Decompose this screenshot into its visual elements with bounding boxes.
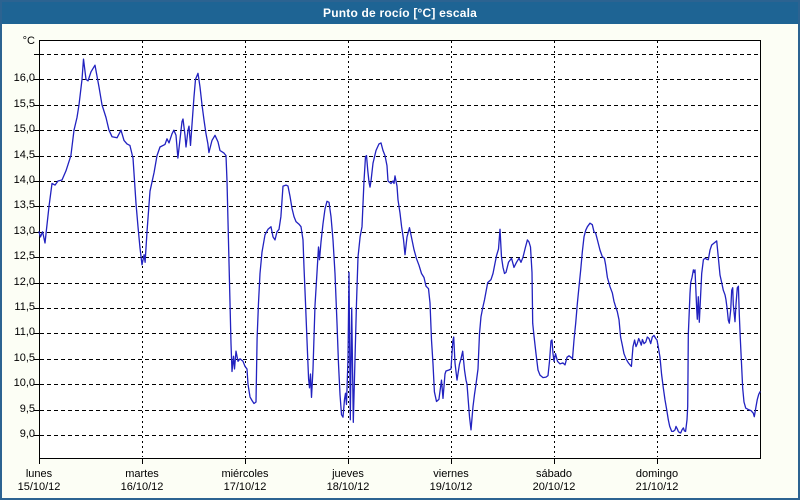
x-day-label: miércoles 17/10/12 [200,468,290,494]
day-name: lunes [25,468,53,480]
window-title-bar: Punto de rocío [°C] escala [2,2,798,24]
day-name: sábado [535,468,573,480]
dew-point-line [38,58,761,434]
x-day-label: viernes 19/10/12 [406,468,496,494]
y-tick-label: 10,0 [13,377,35,390]
day-name: viernes [433,468,469,480]
y-tick-label: 12,5 [13,250,35,263]
day-date: 19/10/12 [429,481,473,493]
y-tick-label: 11,5 [14,301,35,313]
y-tick-label: 14,5 [13,148,35,161]
y-tick-label: 15,0 [13,123,35,136]
plot-area [34,40,761,464]
day-date: 16/10/12 [120,481,164,493]
day-name: miércoles [221,468,269,480]
x-day-label: domingo 21/10/12 [612,468,702,494]
page-title: Punto de rocío [°C] escala [322,6,478,20]
x-day-label: lunes 15/10/12 [2,468,84,494]
y-tick-label: 13,5 [13,199,35,212]
y-tick-label: 12,0 [13,275,35,288]
day-date: 21/10/12 [635,481,679,493]
day-name: martes [125,468,159,480]
plot-border [39,40,761,459]
x-day-label: jueves 18/10/12 [303,468,393,494]
y-tick-label: 13,0 [13,224,35,237]
day-date: 17/10/12 [223,481,267,493]
y-tick-label: 10,5 [13,351,35,364]
y-tick-label: 9,0 [19,428,35,440]
x-day-label: martes 16/10/12 [97,468,187,494]
day-date: 18/10/12 [326,481,370,493]
y-tick-label: 9,5 [19,402,35,415]
y-tick-label: 14,0 [13,174,35,186]
chart-container: °C 16,0 15,5 15,0 14,5 14,0 13,5 13,0 12,5 12,0 1… [2,24,798,498]
y-tick-label: 16,0 [13,72,35,85]
y-axis-unit-label: °C [22,35,35,47]
day-name: domingo [635,468,679,480]
day-date: 20/10/12 [532,481,576,493]
y-tick-label: 11,0 [14,326,35,339]
day-name: jueves [332,468,364,480]
y-tick-label: 15,5 [13,97,35,110]
day-date: 15/10/12 [17,481,61,493]
x-day-label: sábado 20/10/12 [509,468,599,494]
